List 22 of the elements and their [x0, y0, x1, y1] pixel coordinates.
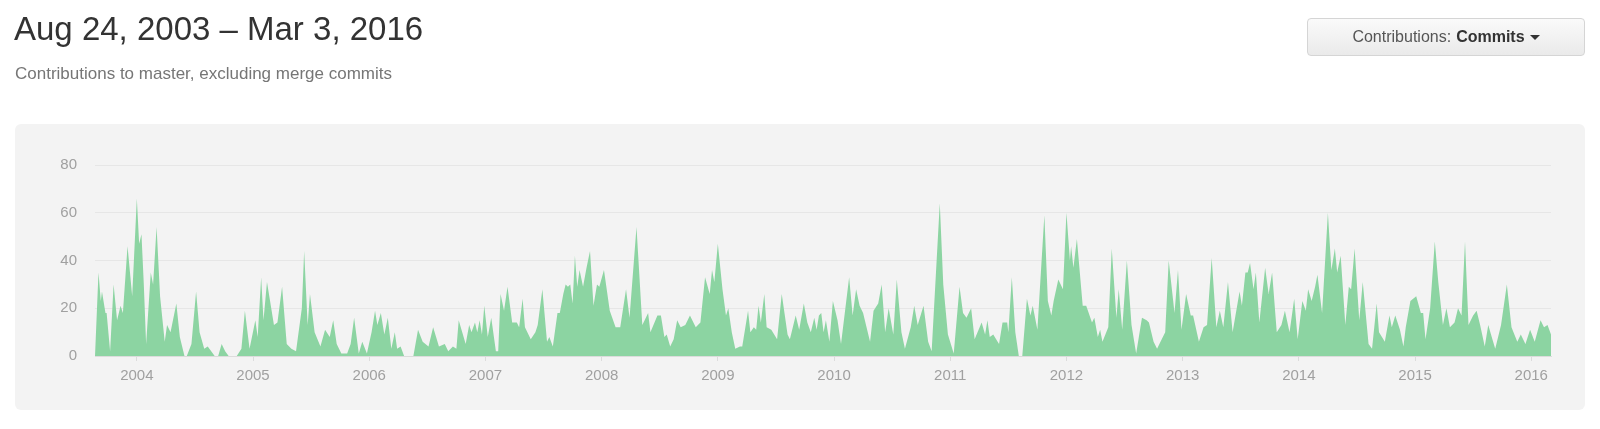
x-tick-label: 2009 — [701, 366, 735, 384]
x-tick-label: 2013 — [1165, 366, 1200, 384]
chart-title: Aug 24, 2003 – Mar 3, 2016 — [14, 10, 424, 48]
y-tick-label: 40 — [60, 250, 77, 268]
y-tick-label: 80 — [60, 155, 77, 173]
x-tick-label: 2005 — [236, 366, 270, 384]
x-tick-label: 2007 — [468, 366, 503, 384]
chart-subtitle: Contributions to master, excluding merge commits — [15, 64, 392, 84]
x-tick-label: 2012 — [1049, 366, 1084, 384]
text: Contributions: — [1352, 28, 1452, 46]
x-tick-label: 2010 — [817, 366, 851, 384]
x-tick-label: 2014 — [1282, 366, 1316, 384]
text: Commits — [1456, 28, 1525, 46]
y-tick-label: 20 — [60, 298, 77, 316]
y-tick-label: 0 — [68, 346, 77, 364]
x-tick-label: 2011 — [934, 366, 967, 384]
y-tick-label: 60 — [60, 202, 77, 220]
x-tick-label: 2006 — [352, 366, 386, 384]
x-tick-label: 2004 — [120, 366, 154, 384]
x-tick-label: 2008 — [584, 366, 619, 384]
x-tick-label: 2016 — [1514, 366, 1548, 384]
x-tick-label: 2015 — [1398, 366, 1432, 384]
